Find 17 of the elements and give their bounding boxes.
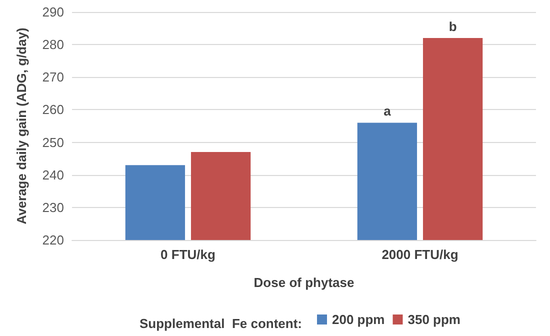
legend-title: Supplemental Fe content: [139,316,302,331]
y-tick-label: 280 [42,37,64,52]
x-axis-title: Dose of phytase [254,275,354,290]
y-tick-label: 290 [42,4,64,20]
y-tick-label: 240 [42,167,64,182]
x-tick-label: 2000 FTU/kg [382,247,458,262]
y-axis-title: Average daily gain (ADG, g/day) [14,28,29,224]
y-tick-label: 230 [42,200,64,215]
y-tick-label: 260 [42,102,64,118]
legend-label: 200 ppm [332,312,385,327]
y-tick-label: 220 [42,232,64,248]
y-tick-label: 250 [42,134,64,150]
annotation: b [448,19,457,34]
y-tick-label: 270 [42,70,64,85]
x-tick-label: 0 FTU/kg [160,247,216,262]
annotation: a [384,104,392,119]
legend-label: 350 ppm [408,312,460,327]
